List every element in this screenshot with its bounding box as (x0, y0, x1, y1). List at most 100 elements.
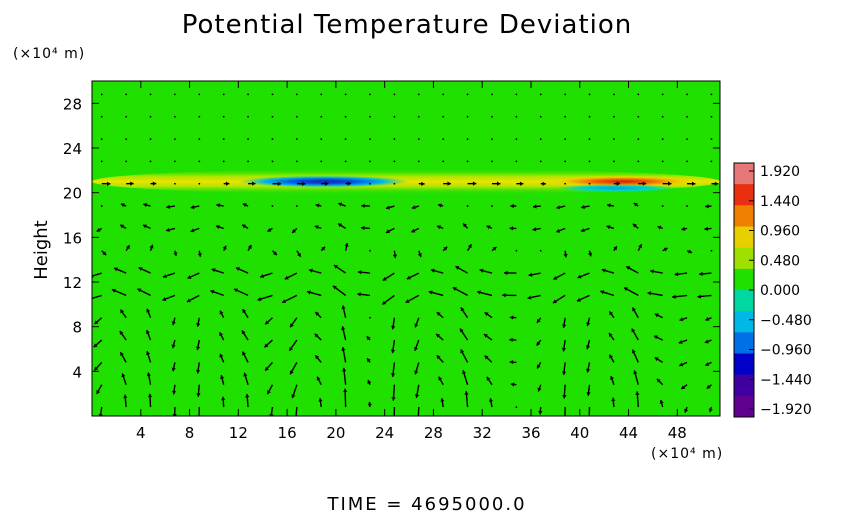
velocity-arrow (291, 384, 298, 399)
velocity-arrow (613, 138, 615, 140)
velocity-arrow (556, 205, 566, 210)
velocity-arrow (679, 317, 688, 322)
velocity-arrow (288, 339, 298, 352)
x-tick-label: 32 (473, 424, 492, 442)
velocity-arrow (295, 160, 298, 163)
temperature-field (92, 81, 720, 416)
velocity-arrow (588, 93, 591, 96)
velocity-arrow (577, 272, 590, 279)
velocity-arrow (588, 115, 591, 118)
velocity-arrow (637, 243, 643, 252)
velocity-arrow (418, 181, 425, 186)
velocity-arrow (125, 244, 131, 252)
velocity-arrow (120, 203, 127, 208)
velocity-arrow (461, 370, 469, 385)
velocity-arrow (295, 138, 298, 140)
velocity-arrow (631, 328, 639, 341)
velocity-arrow (637, 160, 640, 163)
velocity-arrow (318, 398, 323, 408)
velocity-arrow (417, 93, 420, 96)
velocity-arrow (491, 246, 497, 252)
x-axis: 4 8 12 16 20 24 28 32 36 40 44 48 (136, 81, 687, 442)
velocity-arrow (338, 202, 346, 207)
velocity-arrow (483, 333, 493, 341)
velocity-arrow (556, 227, 566, 233)
velocity-arrow (219, 331, 225, 341)
velocity-arrow (162, 272, 176, 279)
velocity-arrow (119, 330, 127, 341)
velocity-arrow (710, 138, 713, 140)
velocity-arrow (235, 267, 249, 274)
velocity-arrow (697, 294, 712, 299)
velocity-arrow (561, 362, 567, 376)
velocity-arrow (623, 286, 639, 297)
velocity-arrow (295, 93, 298, 96)
velocity-arrow (406, 272, 420, 280)
velocity-arrow (552, 294, 566, 304)
velocity-arrow (491, 93, 493, 96)
y-tick-label: 16 (63, 229, 82, 247)
velocity-arrow (344, 242, 349, 251)
velocity-arrow (149, 115, 152, 118)
velocity-arrow (417, 407, 420, 416)
velocity-arrow (186, 294, 200, 303)
velocity-arrow (686, 138, 688, 140)
velocity-arrow (704, 361, 712, 367)
velocity-arrow (539, 93, 542, 96)
velocity-arrow (681, 226, 688, 231)
velocity-arrow (686, 249, 693, 254)
velocity-arrow (195, 362, 201, 374)
velocity-arrow (662, 181, 672, 186)
velocity-arrow (586, 362, 591, 373)
velocity-arrow (216, 203, 224, 208)
velocity-arrow (93, 317, 103, 325)
velocity-arrow (606, 203, 615, 208)
velocity-arrow (166, 204, 176, 209)
velocity-arrow (113, 267, 127, 274)
velocity-arrow (633, 370, 639, 385)
velocity-arrow (532, 204, 541, 209)
velocity-arrow (222, 160, 225, 163)
velocity-arrow (588, 138, 591, 140)
velocity-arrow (198, 182, 201, 185)
velocity-arrow (613, 93, 615, 96)
velocity-arrow (281, 294, 298, 304)
velocity-arrow (659, 399, 664, 408)
velocity-arrow (706, 384, 712, 390)
velocity-arrow (296, 181, 306, 186)
velocity-arrow (320, 115, 323, 118)
velocity-arrow (633, 202, 639, 207)
colorbar-swatch (734, 184, 754, 206)
velocity-arrow (393, 138, 396, 140)
velocity-arrow (586, 384, 591, 396)
velocity-arrow (562, 384, 567, 399)
velocity-arrow (119, 351, 127, 363)
velocity-arrow (539, 138, 542, 140)
velocity-arrow (515, 249, 518, 252)
velocity-arrow (121, 373, 127, 385)
velocity-arrow (631, 349, 639, 363)
velocity-arrow (147, 393, 153, 408)
velocity-arrow (385, 205, 395, 210)
velocity-arrow (601, 268, 615, 274)
velocity-arrow (198, 160, 201, 163)
y-unit-label: (×10⁴ m) (13, 46, 86, 62)
velocity-arrow (149, 244, 154, 251)
colorbar-label: 1.440 (760, 194, 800, 210)
velocity-arrow (466, 160, 469, 163)
velocity-arrow (466, 243, 473, 252)
velocity-arrow (536, 317, 542, 324)
velocity-arrow (443, 181, 451, 186)
velocity-arrow (637, 138, 640, 140)
velocity-arrow (357, 270, 371, 275)
velocity-arrow (515, 115, 518, 118)
x-tick-label: 8 (185, 424, 195, 442)
x-tick-label: 28 (424, 424, 443, 442)
velocity-arrow (661, 115, 664, 118)
velocity-arrow (442, 246, 448, 252)
velocity-arrow (143, 202, 151, 208)
velocity-arrow (484, 355, 493, 363)
velocity-arrow (393, 160, 396, 163)
velocity-arrow (686, 160, 688, 163)
colorbar-label: 0.000 (760, 283, 800, 299)
